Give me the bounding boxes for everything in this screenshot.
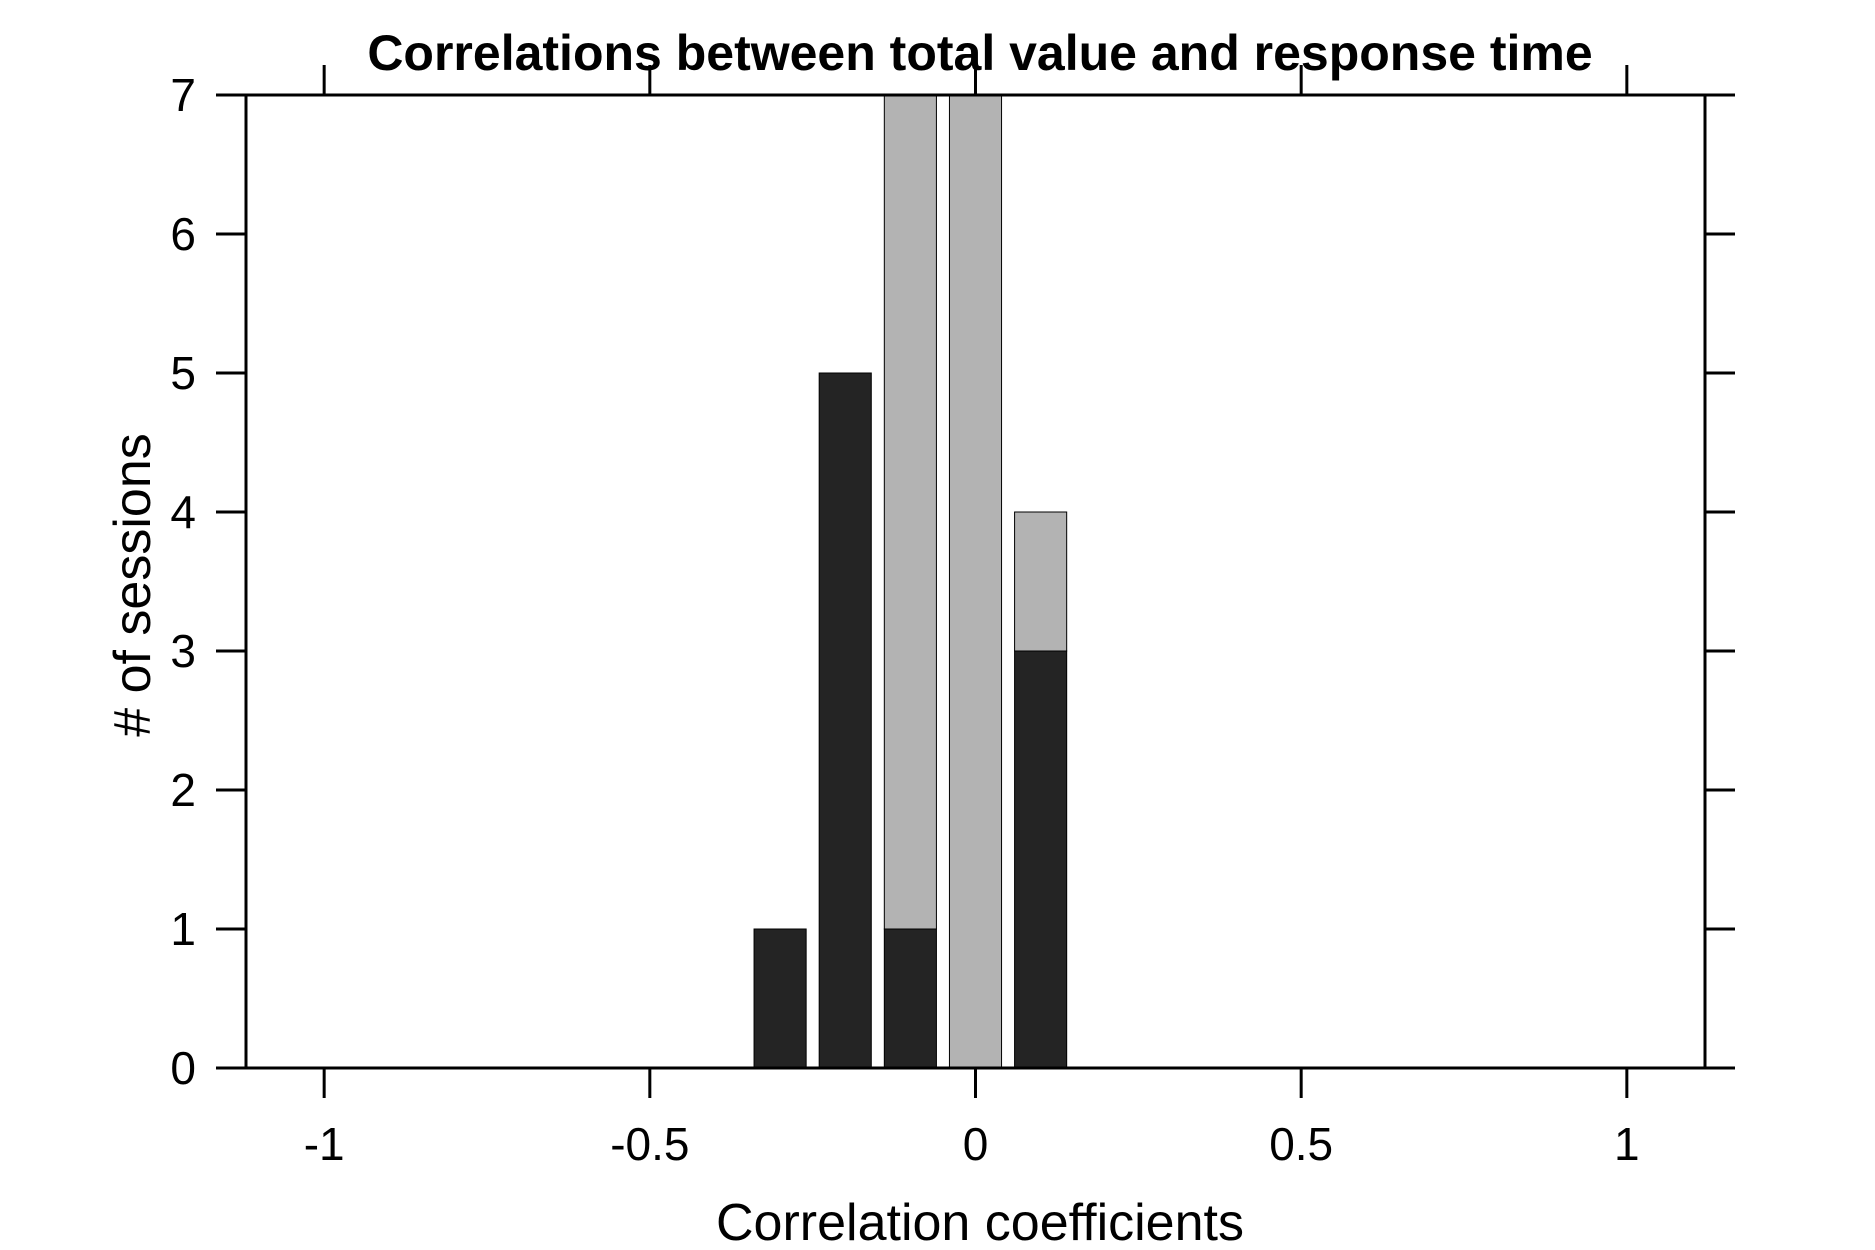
y-tick-label: 3 [170,625,196,677]
axes-layer: -1 -0.5 0 0.5 1 0 1 2 3 4 5 6 7 [170,65,1735,1170]
y-axis-title: # of sessions [104,433,162,737]
y-tick-label: 0 [170,1042,196,1094]
bars-layer [753,94,1068,1069]
y-tick-label: 1 [170,903,196,955]
bar-series1-bin-3 [883,928,937,1069]
x-tick-label: -0.5 [610,1118,689,1170]
bar-series2-bin-5 [1014,511,1068,652]
y-tick-label: 2 [170,764,196,816]
y-tick-label: 7 [170,69,196,121]
bar-series1-bin-1 [753,928,807,1069]
bar-series2-bin-3 [883,94,937,930]
bar-series1-bin-2 [818,372,872,1069]
chart-title: Correlations between total value and res… [367,25,1592,81]
bar-series2-bin-4 [948,94,1003,1069]
y-tick-label: 4 [170,486,196,538]
x-tick-label: -1 [304,1118,345,1170]
x-tick-label: 1 [1614,1118,1640,1170]
x-tick-label: 0 [963,1118,989,1170]
x-axis-title: Correlation coefficients [716,1194,1244,1250]
y-tick-label: 6 [170,208,196,260]
x-tick-label: 0.5 [1269,1118,1333,1170]
bar-series1-bin-5 [1014,650,1068,1069]
y-tick-label: 5 [170,347,196,399]
